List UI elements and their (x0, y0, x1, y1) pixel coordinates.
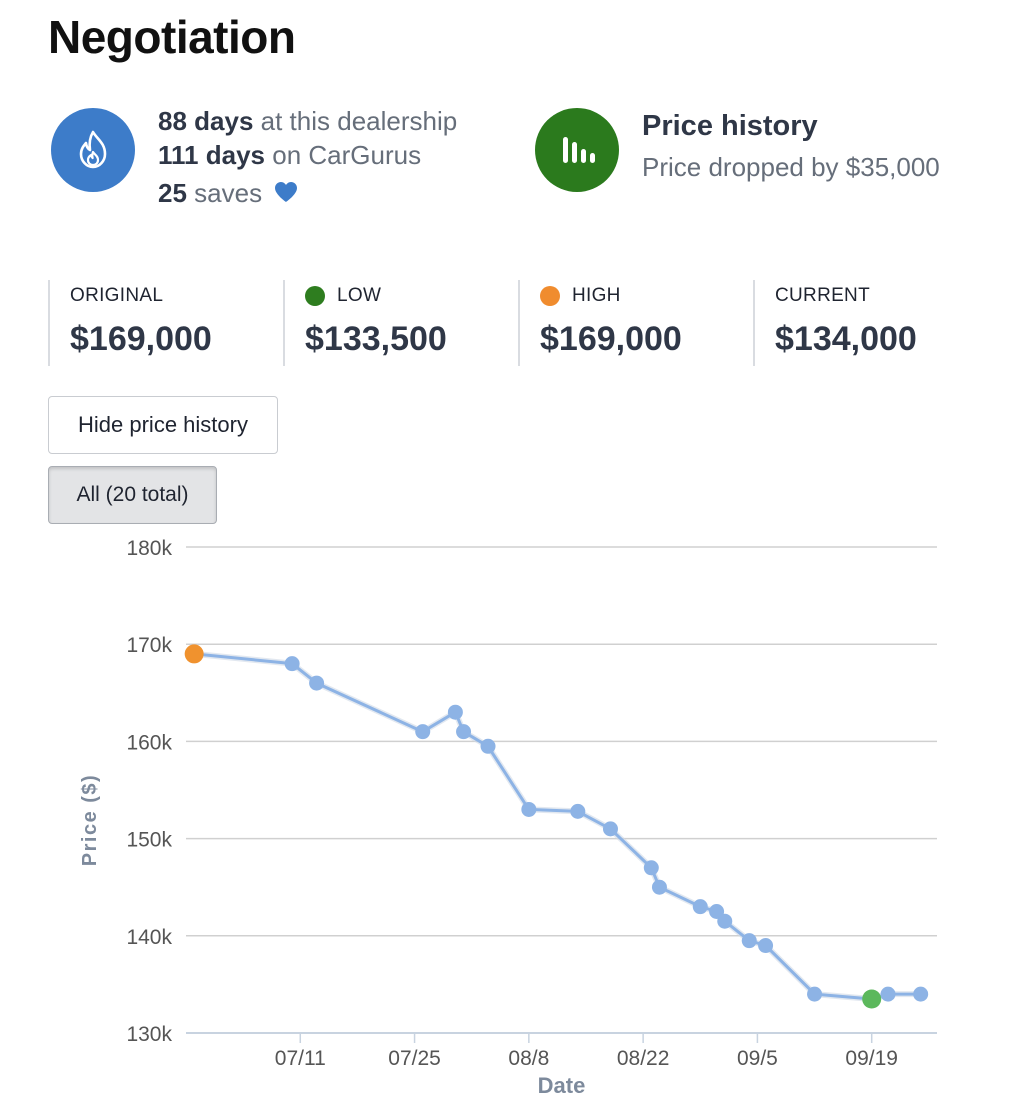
y-tick-label: 150k (126, 829, 172, 852)
price-history-title: Price history (642, 110, 818, 142)
days-on-site-label: on CarGurus (272, 140, 422, 170)
y-tick-label: 170k (126, 634, 172, 657)
y-tick-label: 160k (126, 731, 172, 754)
high-dot-icon (540, 286, 560, 306)
stat-original-label: ORIGINAL (70, 285, 164, 306)
days-on-site: 111 days on CarGurus (158, 138, 457, 172)
price-history-chart: 130k 140k 150k 160k 170k 180k 07/11 07/25 08/8 0… (79, 537, 937, 1098)
price-point[interactable] (415, 724, 431, 740)
y-tick-label: 140k (126, 926, 172, 949)
price-point[interactable] (758, 938, 774, 954)
price-line-shadow (193, 650, 921, 1002)
price-point[interactable] (447, 704, 463, 720)
stat-high-value: $169,000 (540, 320, 682, 358)
x-tick-label: 08/8 (508, 1047, 549, 1070)
price-line (194, 652, 921, 1001)
bar-chart-icon (535, 108, 619, 192)
price-point[interactable] (309, 675, 325, 691)
stat-low-value: $133,500 (305, 320, 447, 358)
price-point[interactable] (570, 803, 586, 819)
hide-price-history-button[interactable]: Hide price history (48, 396, 278, 454)
y-axis-label: Price ($) (79, 774, 101, 866)
price-point[interactable] (284, 656, 300, 672)
heart-icon[interactable] (273, 178, 299, 212)
price-point[interactable] (602, 821, 618, 837)
flame-icon (51, 108, 135, 192)
stat-current-label: CURRENT (775, 285, 870, 306)
price-point[interactable] (880, 986, 896, 1002)
page-title: Negotiation (48, 11, 296, 63)
days-at-dealership-value: 88 days (158, 106, 254, 136)
high-price-point[interactable] (184, 644, 204, 664)
x-tick-label: 07/25 (388, 1047, 441, 1070)
saves-count: 25 (158, 178, 187, 208)
saves-label: saves (194, 178, 263, 208)
price-point[interactable] (913, 986, 929, 1002)
price-point[interactable] (456, 724, 472, 740)
stat-original: ORIGINAL $169,000 (48, 280, 283, 366)
x-tick-label: 07/11 (275, 1047, 326, 1070)
price-point[interactable] (643, 860, 659, 876)
dealer-stats: 88 days at this dealership 111 days on C… (158, 104, 457, 212)
price-stats: ORIGINAL $169,000 LOW $133,500 HIGH $169… (48, 280, 988, 366)
x-tick-label: 09/5 (737, 1047, 778, 1070)
days-at-dealership-label: at this dealership (260, 106, 458, 136)
low-dot-icon (305, 286, 325, 306)
price-point[interactable] (692, 899, 708, 915)
saves: 25 saves (158, 176, 457, 212)
stat-high: HIGH $169,000 (518, 280, 753, 366)
x-tick-label: 08/22 (617, 1047, 670, 1070)
all-history-filter-button[interactable]: All (20 total) (48, 466, 217, 524)
stat-low: LOW $133,500 (283, 280, 518, 366)
price-point[interactable] (651, 879, 667, 895)
price-point[interactable] (521, 801, 537, 817)
days-on-site-value: 111 days (158, 140, 265, 170)
y-tick-label: 180k (126, 537, 172, 560)
stat-current-value: $134,000 (775, 320, 917, 358)
stat-original-value: $169,000 (70, 320, 212, 358)
stat-high-label: HIGH (572, 285, 621, 306)
price-point[interactable] (741, 933, 757, 949)
price-point[interactable] (807, 986, 823, 1002)
stat-current: CURRENT $134,000 (753, 280, 988, 366)
x-axis-label: Date (538, 1073, 586, 1098)
low-price-point[interactable] (862, 989, 882, 1009)
price-point[interactable] (717, 913, 733, 929)
stat-low-label: LOW (337, 285, 382, 306)
price-drop-text: Price dropped by $35,000 (642, 152, 940, 182)
y-tick-label: 130k (126, 1023, 172, 1046)
days-at-dealership: 88 days at this dealership (158, 104, 457, 138)
x-tick-label: 09/19 (845, 1047, 898, 1070)
price-point[interactable] (480, 738, 496, 754)
